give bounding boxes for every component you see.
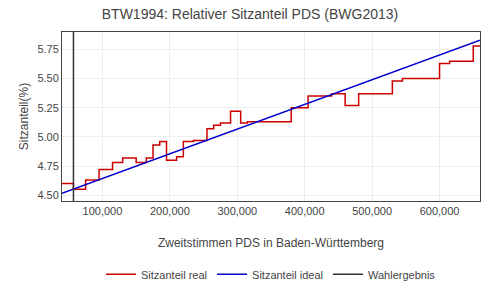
svg-text:5.75: 5.75: [37, 43, 58, 55]
svg-text:BTW1994: Relativer Sitzanteil: BTW1994: Relativer Sitzanteil PDS (BWG20…: [102, 6, 398, 22]
svg-text:Sitzanteil ideal: Sitzanteil ideal: [252, 269, 323, 281]
svg-text:200,000: 200,000: [150, 205, 190, 217]
svg-text:5.50: 5.50: [37, 72, 58, 84]
svg-text:Zweitstimmen PDS in Baden-Würt: Zweitstimmen PDS in Baden-Württemberg: [158, 236, 384, 250]
svg-text:4.50: 4.50: [37, 189, 58, 201]
svg-text:4.75: 4.75: [37, 160, 58, 172]
svg-text:300,000: 300,000: [217, 205, 257, 217]
svg-text:Sitzanteil(%): Sitzanteil(%): [17, 83, 31, 150]
svg-text:Wahlergebnis: Wahlergebnis: [368, 269, 435, 281]
svg-text:100,000: 100,000: [83, 205, 123, 217]
svg-text:600,000: 600,000: [420, 205, 460, 217]
svg-text:Sitzanteil real: Sitzanteil real: [141, 269, 207, 281]
svg-text:500,000: 500,000: [352, 205, 392, 217]
svg-text:5.00: 5.00: [37, 131, 58, 143]
svg-text:400,000: 400,000: [285, 205, 325, 217]
svg-text:5.25: 5.25: [37, 102, 58, 114]
